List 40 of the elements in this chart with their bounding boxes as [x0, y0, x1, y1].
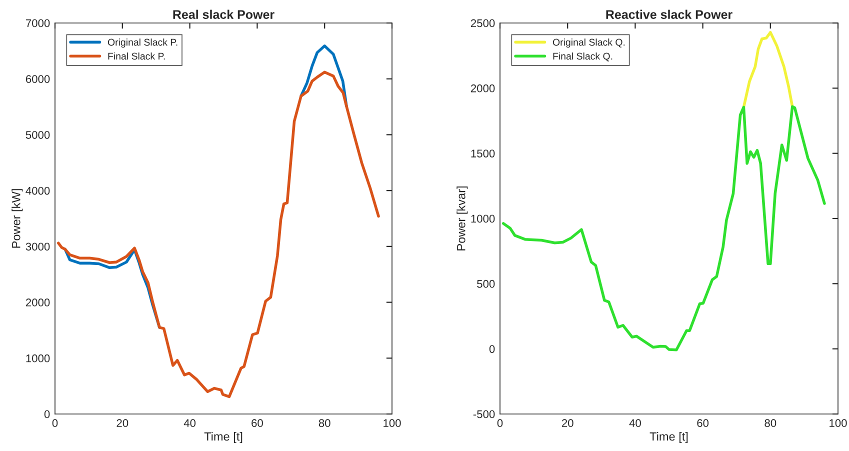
- y-tick-label: 1000: [471, 214, 495, 223]
- legend-label: Original Slack P.: [108, 38, 178, 48]
- x-axis-title: Time [t]: [650, 432, 688, 443]
- y-tick-label: 0: [489, 345, 495, 353]
- y-tick-label: 7000: [26, 19, 50, 28]
- legend-label: Final Slack P.: [108, 52, 165, 60]
- legend-label: Final Slack Q.: [553, 52, 612, 62]
- y-tick-label: 2000: [26, 298, 50, 306]
- y-tick-label: 6000: [26, 75, 50, 83]
- x-tick-label: 80: [318, 419, 330, 428]
- x-tick-label: 0: [497, 419, 503, 428]
- line-series: [56, 70, 380, 398]
- x-tick-label: 20: [562, 419, 574, 428]
- x-tick-label: 80: [764, 419, 776, 428]
- y-tick-label: 1500: [471, 150, 495, 158]
- y-axis-title: Power [kW]: [12, 189, 23, 248]
- y-tick-label: 500: [477, 280, 495, 288]
- y-tick-label: 2500: [470, 19, 495, 28]
- chart-title: Real slack Power: [173, 10, 274, 19]
- y-tick-label: -500: [473, 410, 495, 418]
- chart-title: Reactive slack Power: [606, 10, 732, 19]
- y-tick-label: 2000: [470, 84, 495, 92]
- x-tick-label: 40: [629, 419, 641, 428]
- legend-label: Original Slack Q.: [552, 38, 625, 48]
- x-tick-label: 20: [116, 419, 128, 428]
- y-tick-label: 1000: [26, 354, 50, 362]
- x-tick-label: 40: [184, 419, 196, 428]
- y-tick-label: 0: [44, 410, 50, 418]
- x-tick-label: 0: [52, 419, 58, 428]
- x-tick-label: 100: [830, 419, 847, 428]
- x-tick-label: 60: [697, 419, 709, 428]
- x-axis-title: Time [t]: [204, 432, 242, 443]
- y-tick-label: 4000: [26, 186, 50, 195]
- y-axis-title: Power [kvar]: [456, 186, 468, 250]
- y-tick-label: 3000: [26, 242, 50, 251]
- line-series: [742, 30, 794, 109]
- x-tick-label: 60: [252, 419, 263, 428]
- line-series: [502, 105, 826, 352]
- y-tick-label: 5000: [26, 130, 50, 139]
- x-tick-label: 100: [384, 419, 401, 428]
